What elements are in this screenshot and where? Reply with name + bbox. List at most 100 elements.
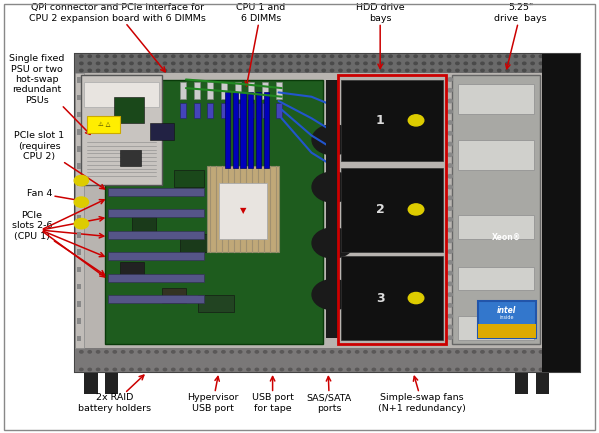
Circle shape xyxy=(289,55,292,58)
Bar xyxy=(262,103,268,118)
Bar xyxy=(81,75,162,185)
Circle shape xyxy=(355,351,359,353)
Circle shape xyxy=(339,368,342,371)
Circle shape xyxy=(364,55,367,58)
Circle shape xyxy=(406,62,409,65)
Circle shape xyxy=(409,292,424,304)
Text: HDD drive
bays: HDD drive bays xyxy=(356,3,404,68)
Circle shape xyxy=(147,351,150,353)
Circle shape xyxy=(481,62,484,65)
Circle shape xyxy=(196,69,200,72)
Circle shape xyxy=(289,69,292,72)
Circle shape xyxy=(88,351,92,353)
Circle shape xyxy=(205,69,208,72)
Bar xyxy=(108,188,204,196)
Circle shape xyxy=(556,368,559,371)
Bar xyxy=(235,103,241,118)
Circle shape xyxy=(447,132,452,135)
Circle shape xyxy=(222,368,225,371)
Circle shape xyxy=(447,207,452,210)
Bar xyxy=(248,82,254,99)
Circle shape xyxy=(531,351,534,353)
Bar xyxy=(150,123,174,140)
Circle shape xyxy=(188,55,192,58)
Circle shape xyxy=(180,351,183,353)
Circle shape xyxy=(264,69,267,72)
Bar xyxy=(207,82,213,99)
Circle shape xyxy=(164,55,167,58)
Circle shape xyxy=(447,78,452,81)
Circle shape xyxy=(447,185,452,189)
Circle shape xyxy=(414,62,418,65)
Bar xyxy=(225,92,230,168)
Circle shape xyxy=(431,351,434,353)
Circle shape xyxy=(105,62,108,65)
Circle shape xyxy=(406,69,409,72)
Bar xyxy=(193,103,199,118)
Circle shape xyxy=(447,196,452,200)
Circle shape xyxy=(122,368,125,371)
Circle shape xyxy=(147,62,150,65)
Circle shape xyxy=(289,62,292,65)
Circle shape xyxy=(213,62,217,65)
Bar xyxy=(541,54,580,372)
Circle shape xyxy=(96,62,100,65)
Circle shape xyxy=(439,69,443,72)
Circle shape xyxy=(355,368,359,371)
Circle shape xyxy=(372,351,376,353)
Text: CPU 1 and
6 DIMMs: CPU 1 and 6 DIMMs xyxy=(236,3,285,86)
Bar xyxy=(108,295,204,303)
Circle shape xyxy=(481,351,484,353)
Circle shape xyxy=(255,55,259,58)
Circle shape xyxy=(280,62,283,65)
Circle shape xyxy=(397,351,401,353)
Bar xyxy=(221,82,227,99)
Circle shape xyxy=(414,351,418,353)
Circle shape xyxy=(247,62,250,65)
Text: 1: 1 xyxy=(376,114,385,127)
Circle shape xyxy=(155,55,158,58)
Text: 2: 2 xyxy=(376,203,385,216)
Circle shape xyxy=(305,62,308,65)
Circle shape xyxy=(414,368,418,371)
Text: inside: inside xyxy=(500,315,514,320)
Bar xyxy=(77,129,81,135)
Text: Simple-swap fans
(N+1 redundancy): Simple-swap fans (N+1 redundancy) xyxy=(378,376,466,413)
Circle shape xyxy=(539,69,543,72)
Circle shape xyxy=(539,55,543,58)
Circle shape xyxy=(556,351,559,353)
Circle shape xyxy=(556,69,559,72)
Circle shape xyxy=(397,62,401,65)
Bar xyxy=(108,252,204,260)
Circle shape xyxy=(447,218,452,221)
Circle shape xyxy=(74,175,89,186)
Circle shape xyxy=(213,55,217,58)
Circle shape xyxy=(80,69,83,72)
Circle shape xyxy=(397,368,401,371)
Circle shape xyxy=(105,55,108,58)
Circle shape xyxy=(105,368,108,371)
Circle shape xyxy=(305,351,308,353)
Bar xyxy=(75,54,580,372)
Circle shape xyxy=(447,55,450,58)
Circle shape xyxy=(88,55,92,58)
Circle shape xyxy=(172,368,175,371)
Circle shape xyxy=(547,368,551,371)
Circle shape xyxy=(573,55,576,58)
Bar xyxy=(276,103,282,118)
Bar xyxy=(77,112,81,117)
Circle shape xyxy=(222,69,225,72)
Circle shape xyxy=(272,55,276,58)
Circle shape xyxy=(372,368,376,371)
Circle shape xyxy=(147,55,150,58)
Circle shape xyxy=(389,69,392,72)
Circle shape xyxy=(489,351,492,353)
Circle shape xyxy=(155,62,158,65)
Circle shape xyxy=(409,115,424,126)
Circle shape xyxy=(331,351,334,353)
Bar xyxy=(77,181,81,186)
Bar xyxy=(326,80,338,338)
Circle shape xyxy=(314,368,317,371)
Circle shape xyxy=(96,55,100,58)
Circle shape xyxy=(489,69,492,72)
